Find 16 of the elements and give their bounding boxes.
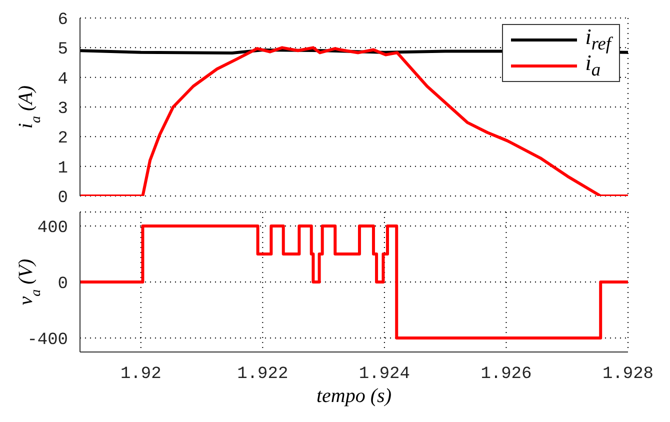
y-tick-label: 400 [37,219,68,238]
y-tick-label: 3 [58,100,68,120]
x-tick-label: 1.926 [480,365,532,384]
x-tick-label: 1.924 [358,365,410,384]
x-tick-label: 1.922 [237,365,288,384]
y-tick-label: 6 [58,11,68,30]
y-tick-label: 0 [58,275,68,294]
x-tick-label: 1.928 [602,365,654,384]
y-tick-label: 2 [58,130,68,149]
y-tick-label: -400 [27,331,68,350]
y-tick-label: 4 [58,70,68,90]
y-tick-label: 5 [58,40,68,60]
x-tick-label: 1.92 [120,365,162,384]
y-tick-label: 0 [58,189,68,208]
y-tick-label: 1 [58,159,68,178]
x-axis-title: tempo (s) [316,385,392,407]
